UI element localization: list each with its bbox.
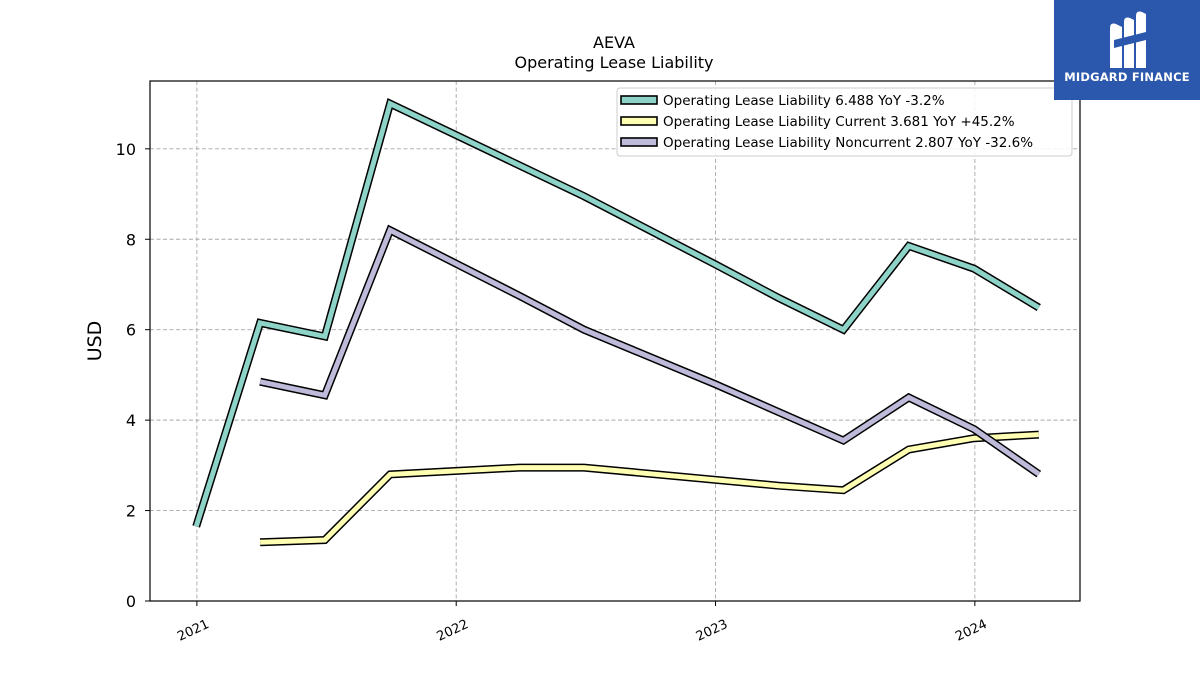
y-tick-label: 2 (126, 502, 136, 521)
series-line-3 (259, 224, 1042, 478)
legend-swatch (620, 137, 658, 147)
grid (150, 81, 1080, 602)
series-line-2 (259, 430, 1040, 547)
x-tick-label: 2021 (175, 617, 211, 645)
series-line-fill (260, 432, 1039, 545)
legend-box (616, 87, 1073, 157)
y-tick-label: 4 (126, 411, 136, 430)
midgard-logo-mark-icon (1110, 11, 1146, 68)
legend-swatch (620, 95, 658, 105)
plot-frame (149, 80, 1081, 602)
x-tick-label: 2024 (953, 617, 989, 645)
chart-title: AEVA (593, 33, 635, 52)
chart-subtitle: Operating Lease Liability (514, 53, 713, 72)
x-tick-label: 2022 (435, 617, 471, 645)
legend-entry: Operating Lease Liability Current 3.681 … (663, 114, 1015, 130)
series-line-fill (193, 100, 1041, 528)
series-line-outline (192, 97, 1041, 528)
legend: Operating Lease Liability 6.488 YoY -3.2… (616, 87, 1073, 157)
legend-entry: Operating Lease Liability Noncurrent 2.8… (663, 135, 1033, 151)
series-line-fill (259, 226, 1041, 477)
legend-entry: Operating Lease Liability 6.488 YoY -3.2… (663, 93, 945, 109)
axes: 0 2 4 6 8 10 2021 2022 2023 2024 (116, 140, 990, 645)
logo-text: MIDGARD FINANCE (1064, 70, 1190, 84)
legend-swatch (620, 116, 658, 126)
y-tick-label: 6 (126, 321, 136, 340)
midgard-finance-logo: MIDGARD FINANCE (1054, 0, 1200, 100)
y-tick-label: 8 (126, 230, 136, 249)
series-line-1 (192, 97, 1041, 528)
y-tick-label: 0 (126, 592, 136, 611)
y-tick-label: 10 (116, 140, 136, 159)
y-axis-label: USD (84, 321, 106, 362)
series-layer (192, 97, 1042, 547)
x-tick-label: 2023 (694, 617, 730, 645)
